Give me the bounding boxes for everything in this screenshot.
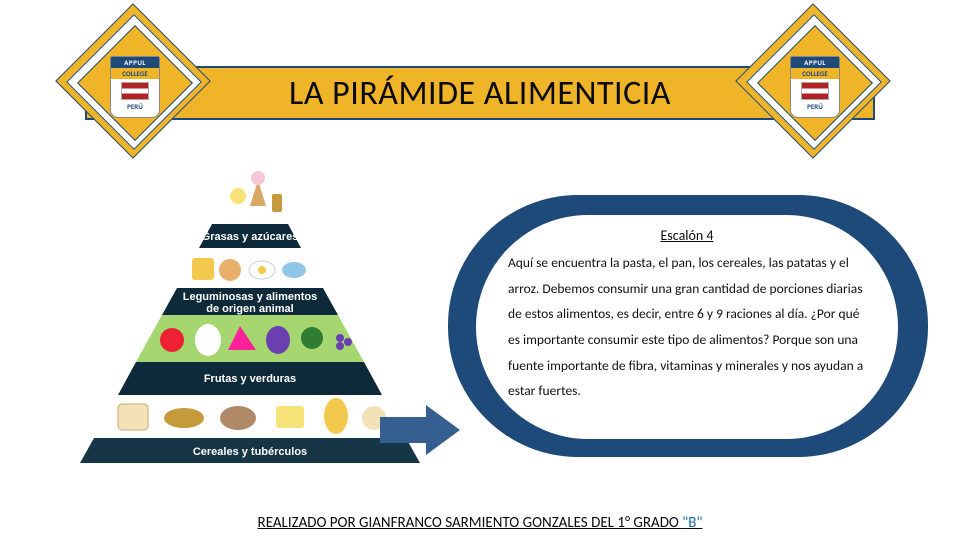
logo-badge-left: APPUL COLLEGE PERÚ [110,56,160,118]
page-title: LA PIRÁMIDE ALIMENTICIA [289,73,671,114]
pyr-label-1: Grasas y azúcares [202,231,299,243]
arrow-icon [380,405,460,455]
logo-bottom: PERÚ [127,102,143,111]
footer-text: REALIZADO POR GIANFRANCO SARMIENTO GONZA… [258,514,683,532]
header: LA PIRÁMIDE ALIMENTICIA APPUL COLLEGE PE… [0,20,960,140]
logo-right: APPUL COLLEGE PERÚ [740,12,900,172]
footer-grade: "B" [682,514,702,532]
flag-icon [121,82,149,100]
pyr-label-2b: de origen animal [206,303,293,315]
info-callout: Escalón 4 Aquí se encuentra la pasta, el… [448,195,928,457]
pyr-label-2a: Leguminosas y alimentos [183,291,317,303]
pyr-label-4: Cereales y tubérculos [193,446,307,458]
food-pyramid: Grasas y azúcares Leguminosas y alimento… [80,150,420,480]
flag-icon [801,82,829,100]
logo-line1: APPUL [111,57,159,68]
info-callout-inner: Escalón 4 Aquí se encuentra la pasta, el… [476,215,898,439]
logo-badge-right: APPUL COLLEGE PERÚ [790,56,840,118]
pyr-label-3: Frutas y verduras [204,373,296,385]
callout-body: Aquí se encuentra la pasta, el pan, los … [508,250,866,404]
footer-credit: REALIZADO POR GIANFRANCO SARMIENTO GONZA… [0,514,960,532]
logo-left: APPUL COLLEGE PERÚ [60,12,220,172]
callout-title: Escalón 4 [508,227,866,244]
logo-line2: COLLEGE [111,68,159,79]
